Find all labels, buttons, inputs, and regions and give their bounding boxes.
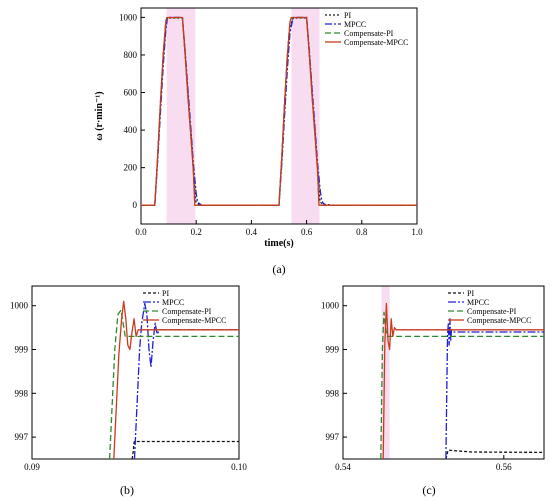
chart-panel-a: 0.0 0.2 0.4 0.6 0.8 1.0 0 200 400 600 800 1000 time…: [94, 7, 423, 276]
y-tick-label: 600: [124, 88, 138, 98]
plot-frame: [140, 7, 418, 225]
y-tick-label: 800: [124, 50, 138, 60]
series-line-compensate-pi: [380, 311, 544, 459]
x-tick-label: 0.8: [356, 227, 368, 237]
legend-label: MPCC: [467, 298, 489, 307]
series-line-pi: [445, 449, 544, 459]
x-tick-label: 1.0: [411, 227, 423, 237]
highlight-band: [381, 286, 390, 459]
series-lines: [380, 302, 544, 459]
legend-label: Compensate-PI: [467, 307, 517, 316]
legend-label: MPCC: [162, 298, 184, 307]
legend-label: Compensate-PI: [344, 29, 394, 38]
y-tick-label: 200: [124, 163, 138, 173]
highlight-band: [291, 8, 320, 224]
series-line-mpcc: [445, 318, 544, 459]
series-line-compensate-mpcc: [382, 302, 544, 459]
series-lines: [108, 300, 239, 459]
y-tick-label: 998: [326, 388, 340, 398]
caption-b: (b): [120, 483, 134, 497]
x-tick-label: 0.6: [301, 227, 313, 237]
caption-c: (c): [422, 483, 435, 497]
x-tick-label: 0.56: [496, 462, 512, 472]
highlight-band-group: [166, 8, 320, 224]
legend-label: PI: [162, 289, 169, 298]
legend-label: Compensate-PI: [162, 307, 212, 316]
x-tick-label: 0.2: [191, 227, 202, 237]
y-axis-label: ω (r·min⁻¹): [94, 91, 105, 140]
legend-label: PI: [344, 11, 351, 20]
plot-frame: [31, 285, 240, 460]
y-tick-label: 0: [133, 200, 138, 210]
series-line-compensate-mpcc: [141, 16, 417, 206]
x-tick-label: 0.54: [335, 462, 351, 472]
axis-ticks: 0.54 0.56 997 998 999 1000: [321, 301, 512, 472]
highlight-band: [166, 8, 196, 224]
y-tick-label: 1000: [10, 301, 29, 311]
y-tick-label: 400: [124, 125, 138, 135]
x-tick-label: 0.09: [24, 462, 40, 472]
legend-label: Compensate-MPCC: [467, 316, 531, 325]
x-tick-label: 0.10: [231, 462, 247, 472]
y-tick-label: 997: [15, 432, 29, 442]
highlight-band-group: [381, 286, 390, 459]
plot-frame: [342, 285, 545, 460]
legend-label: Compensate-MPCC: [162, 316, 226, 325]
x-tick-label: 0.4: [246, 227, 258, 237]
legend-label: MPCC: [344, 20, 366, 29]
series-line-compensate-pi: [108, 309, 239, 459]
series-lines: [141, 16, 417, 206]
series-line-mpcc: [133, 302, 239, 459]
legend-label: PI: [467, 289, 474, 298]
chart-panel-b: 0.09 0.10 997 998 999 1000 PIMPCCCompensate-P…: [10, 285, 247, 497]
x-tick-label: 0.0: [135, 227, 147, 237]
y-tick-label: 999: [15, 345, 29, 355]
y-tick-label: 997: [326, 432, 340, 442]
y-tick-label: 1000: [119, 12, 138, 22]
chart-panel-c: 0.54 0.56 997 998 999 1000 PIMPCCCompensate-P…: [321, 285, 545, 497]
y-tick-label: 999: [326, 345, 340, 355]
legend-label: Compensate-MPCC: [344, 38, 408, 47]
axis-ticks: 0.09 0.10 997 998 999 1000: [10, 301, 247, 472]
series-line-pi: [131, 440, 239, 459]
caption-a: (a): [272, 262, 285, 276]
y-tick-label: 998: [15, 388, 29, 398]
y-tick-label: 1000: [321, 301, 340, 311]
x-axis-label: time(s): [264, 238, 293, 249]
series-line-compensate-mpcc: [113, 300, 239, 459]
axis-ticks: 0.0 0.2 0.4 0.6 0.8 1.0 0 200 400 600 800 1000: [119, 12, 423, 237]
